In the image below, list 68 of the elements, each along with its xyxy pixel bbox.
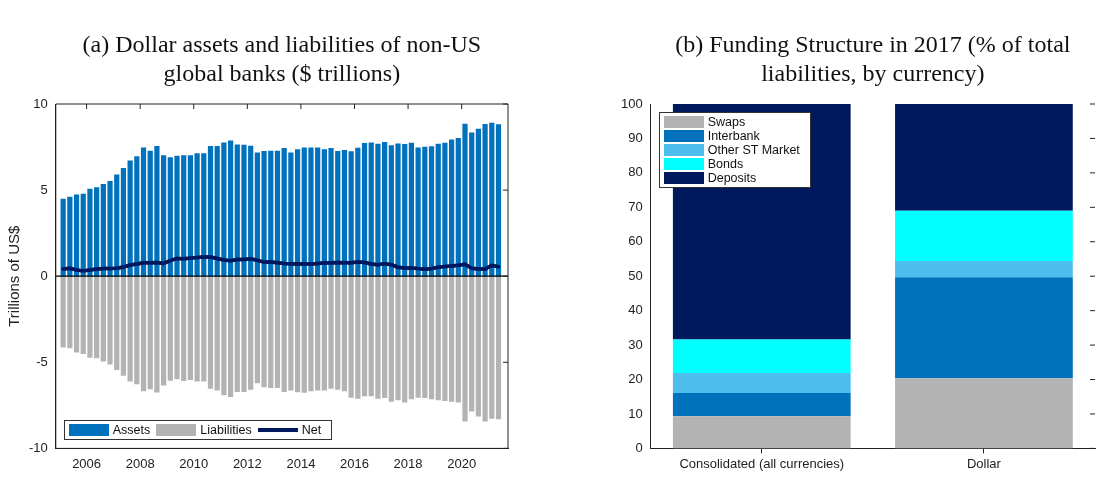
bar	[428, 146, 435, 277]
legend-label: Other ST Market	[707, 143, 800, 157]
y-tick-label: -10	[28, 439, 48, 455]
x-tick-label: 2014	[286, 455, 316, 471]
x-tick-label: Consolidated (all currencies)	[679, 455, 845, 471]
legend-label: Assets	[112, 423, 151, 438]
bar	[140, 147, 147, 277]
y-tick-label: 20	[628, 371, 643, 387]
y-tick-label: 5	[40, 181, 48, 197]
legend-label: Interbank	[707, 129, 760, 143]
legend-label: Deposits	[707, 171, 757, 185]
y-tick-label: 90	[628, 130, 643, 146]
x-tick-label: 2016	[340, 455, 369, 471]
x-tick-label: Dollar	[966, 455, 1002, 471]
x-tick-label: 2008	[125, 455, 155, 471]
bar	[294, 149, 301, 277]
bar	[672, 392, 851, 417]
bar	[274, 276, 281, 388]
bar	[120, 276, 127, 376]
bar	[895, 277, 1073, 379]
legend-label: Swaps	[707, 115, 746, 129]
y-tick-label: 10	[33, 95, 48, 111]
bar	[73, 194, 80, 277]
bar	[408, 276, 415, 400]
y-axis-title: Trillions of US$	[5, 224, 23, 327]
y-tick-label: 30	[628, 336, 643, 352]
bar	[672, 372, 851, 393]
x-tick-label: 2012	[232, 455, 262, 471]
legend-label: Liabilities	[200, 423, 252, 438]
y-tick-label: 50	[628, 267, 643, 283]
x-tick-label: 2020	[447, 455, 477, 471]
bar	[341, 149, 348, 277]
bar	[207, 276, 214, 389]
bar	[895, 261, 1073, 278]
chart-title: (b) Funding Structure in 2017 (% of total liabilities, by currency)	[674, 30, 1072, 88]
bar	[672, 339, 851, 373]
bar	[361, 143, 368, 277]
y-tick-label: 80	[628, 164, 643, 180]
bar	[672, 416, 851, 449]
bar	[495, 124, 502, 277]
bar	[294, 276, 301, 393]
bar	[207, 146, 214, 277]
x-tick-label: 2006	[72, 455, 102, 471]
y-tick-label: 0	[40, 267, 48, 283]
bar	[428, 276, 435, 400]
legend-label: Net	[301, 423, 322, 438]
bar	[73, 276, 80, 353]
bar	[274, 150, 281, 277]
y-tick-label: -5	[36, 353, 48, 369]
bar	[495, 276, 502, 420]
bar	[895, 104, 1073, 211]
y-tick-label: 10	[628, 405, 643, 421]
bar	[895, 210, 1073, 262]
y-tick-label: 100	[620, 95, 643, 111]
x-tick-label: 2010	[179, 455, 209, 471]
bar	[408, 142, 415, 277]
legend-label: Bonds	[707, 157, 744, 171]
x-tick-label: 2018	[393, 455, 423, 471]
bar	[140, 276, 147, 392]
y-tick-label: 60	[628, 233, 643, 249]
chart-title: (a) Dollar assets and liabilities of non-US global banks ($ trillions)	[81, 30, 483, 88]
y-tick-label: 40	[628, 302, 643, 318]
y-tick-label: 0	[635, 439, 643, 455]
bar	[120, 168, 127, 277]
bar	[341, 276, 348, 392]
bar	[361, 276, 368, 397]
y-tick-label: 70	[628, 198, 643, 214]
bar	[895, 378, 1073, 449]
